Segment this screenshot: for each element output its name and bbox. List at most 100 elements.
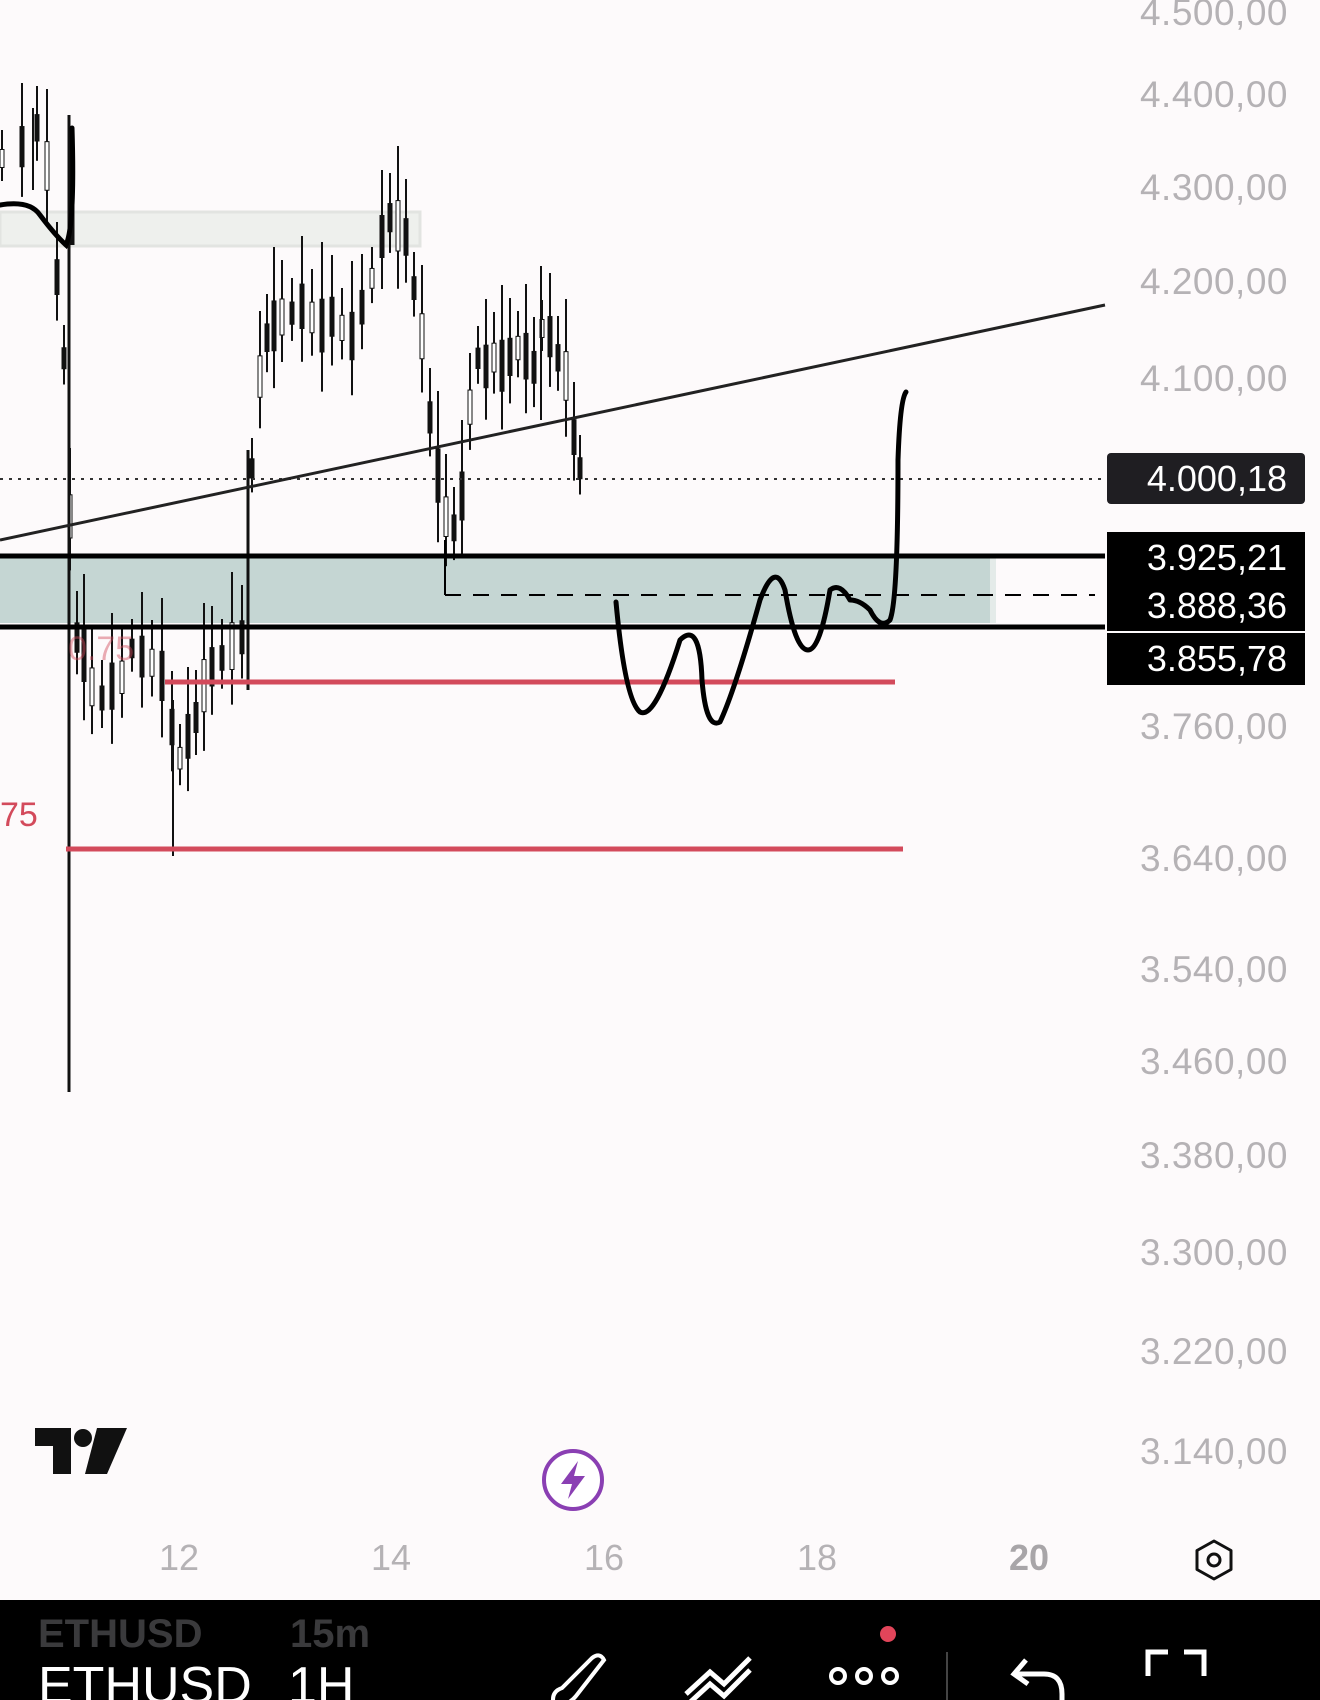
candle-body [61, 347, 67, 370]
candle-body [81, 629, 87, 683]
symbol-button[interactable]: ETHUSD [38, 1657, 252, 1700]
more-icon[interactable] [826, 1624, 902, 1700]
price-axis-label: 3.140,00 [1139, 1431, 1288, 1472]
tradingview-logo [35, 1428, 127, 1474]
trend-line-icon[interactable] [680, 1648, 756, 1700]
candle-body [459, 471, 465, 521]
candle-body [209, 647, 215, 687]
candle-body [435, 448, 441, 503]
candle-body [329, 296, 335, 337]
candle-body [149, 648, 155, 677]
candle-body [443, 496, 449, 537]
candle-body [229, 622, 235, 671]
candle-body [193, 702, 199, 733]
demand-zone [0, 555, 995, 623]
candle-body [129, 638, 135, 659]
candle-body [547, 316, 553, 358]
ghost-symbol-text: ETHUSD [38, 1612, 203, 1656]
candle-body [99, 685, 105, 711]
candle-body [0, 149, 5, 168]
chart-area[interactable]: 4.500,00 4.400,00 4.300,00 4.200,00 4.10… [0, 0, 1320, 1600]
undo-icon[interactable] [1008, 1648, 1068, 1700]
lightning-bolt-icon[interactable] [541, 1448, 605, 1512]
price-axis-label: 4.500,00 [1139, 0, 1288, 33]
candle-body [44, 141, 50, 191]
current-price-tag: 4.000,18 [1107, 453, 1305, 504]
price-axis-label: 4.200,00 [1139, 261, 1288, 302]
zone-mid-price-tag: 3.888,36 [1107, 580, 1305, 631]
candle-body [264, 323, 270, 352]
candle-body [74, 622, 80, 653]
candle-body [563, 351, 569, 401]
candle-body [219, 645, 225, 671]
candle-body [54, 259, 60, 296]
fullscreen-icon[interactable] [1144, 1648, 1208, 1700]
candle-body [257, 355, 263, 398]
candle-body [499, 339, 505, 392]
bottom-toolbar: ETHUSD 15m ETHUSD 1H [0, 1600, 1320, 1700]
candle-body [555, 344, 561, 372]
candle-body [339, 314, 345, 341]
fib-level-label: 0.75 [68, 630, 135, 668]
candle-body [319, 298, 325, 353]
zone-top-price-tag: 3.925,21 [1107, 532, 1305, 583]
candle-body [571, 419, 577, 456]
settings-icon[interactable] [1192, 1538, 1236, 1582]
candle-body [403, 218, 409, 256]
candle-body [515, 335, 521, 361]
candle-body [483, 344, 489, 389]
price-axis-label: 3.300,00 [1139, 1232, 1288, 1273]
candle-body [119, 660, 125, 694]
candle-body [109, 662, 115, 710]
candle-body [19, 126, 25, 168]
candle-body [419, 313, 425, 360]
candle-body [89, 667, 95, 707]
interval-button[interactable]: 1H [288, 1657, 355, 1700]
price-axis-label: 4.300,00 [1139, 167, 1288, 208]
price-axis-label: 4.400,00 [1139, 74, 1288, 115]
candle-body [507, 337, 513, 376]
candle-body [299, 283, 305, 330]
candle-body [349, 311, 355, 361]
candle-body [289, 301, 295, 325]
price-axis-label: 3.540,00 [1139, 949, 1288, 990]
price-axis-label: 3.220,00 [1139, 1331, 1288, 1372]
candle-body [239, 620, 245, 655]
candle-body [279, 298, 285, 336]
candle-body [411, 276, 417, 301]
ghost-interval-text: 15m [290, 1612, 371, 1656]
candle-body [271, 300, 277, 352]
fib-level-label: 75 [0, 796, 38, 834]
candle-body [369, 267, 375, 289]
time-axis-label: 18 [796, 1537, 838, 1578]
candle-body [451, 514, 457, 542]
time-axis-label: 16 [583, 1537, 625, 1578]
price-axis-label: 4.100,00 [1139, 358, 1288, 399]
candle-body [491, 342, 497, 373]
zone-bottom-price-tag: 3.855,78 [1107, 633, 1305, 685]
price-chart[interactable] [0, 0, 1320, 1600]
candle-body [475, 347, 481, 370]
candle-body [139, 635, 145, 678]
time-axis-label: 14 [370, 1537, 412, 1578]
candle-body [249, 458, 255, 479]
candle-body [467, 389, 473, 425]
candle-body [523, 332, 529, 380]
price-axis-label: 3.760,00 [1139, 706, 1288, 747]
candle-body [387, 203, 393, 233]
candle-body [379, 215, 385, 258]
price-axis-label: 3.640,00 [1139, 838, 1288, 879]
hand-drawn-path [0, 125, 76, 250]
time-axis-label: 12 [158, 1537, 200, 1578]
candle-body [395, 200, 401, 252]
candle-body [159, 650, 165, 701]
candle-body [577, 457, 583, 480]
time-axis-label: 20 [1008, 1537, 1050, 1578]
candle-body [177, 746, 183, 770]
candle-body [201, 659, 207, 713]
toolbar-divider [946, 1652, 948, 1700]
brush-icon[interactable] [540, 1648, 610, 1700]
price-axis-label: 3.460,00 [1139, 1041, 1288, 1082]
candle-body [531, 350, 537, 384]
hand-drawn-projection [613, 389, 909, 726]
